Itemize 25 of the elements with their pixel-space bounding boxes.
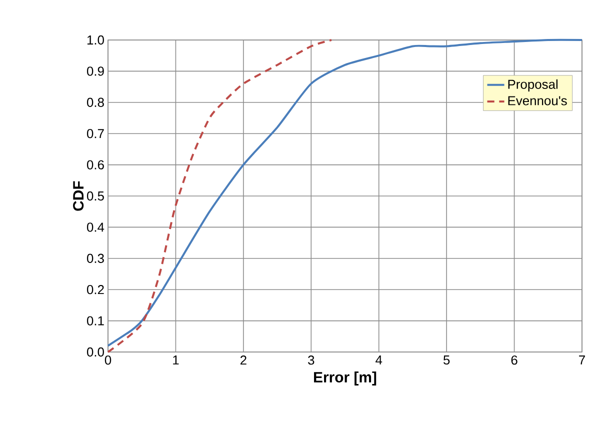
y-tick-label: 0.5 (86, 191, 104, 201)
y-tick-label: 0.9 (86, 66, 104, 76)
x-tick-label: 6 (511, 356, 518, 365)
x-tick-label: 0 (104, 356, 112, 365)
y-tick-label: 0.7 (86, 129, 104, 138)
legend-label: Evennou's (508, 96, 567, 106)
legend-label: Proposal (508, 79, 558, 92)
y-tick-label: 0.3 (86, 254, 104, 263)
x-tick-label: 2 (240, 356, 246, 365)
x-tick-label: 1 (173, 356, 179, 364)
x-tick-label: 7 (579, 356, 585, 364)
line-series (107, 38, 332, 353)
y-tick-label: 0.0 (86, 347, 104, 357)
x-tick-label: 5 (443, 356, 450, 365)
x-tick-label: 3 (308, 356, 314, 365)
y-tick-label: 1.0 (87, 35, 104, 45)
y-tick-label: 0.8 (86, 98, 104, 107)
y-tick-label: 0.2 (86, 285, 104, 294)
x-axis-title: Error [m] (314, 372, 376, 386)
y-axis-title: CDF (73, 181, 84, 211)
y-tick-label: 0.1 (86, 316, 104, 326)
y-tick-label: 0.6 (86, 160, 104, 170)
line-series (107, 38, 583, 347)
x-tick-label: 4 (376, 356, 382, 364)
y-tick-label: 0.4 (86, 222, 104, 232)
